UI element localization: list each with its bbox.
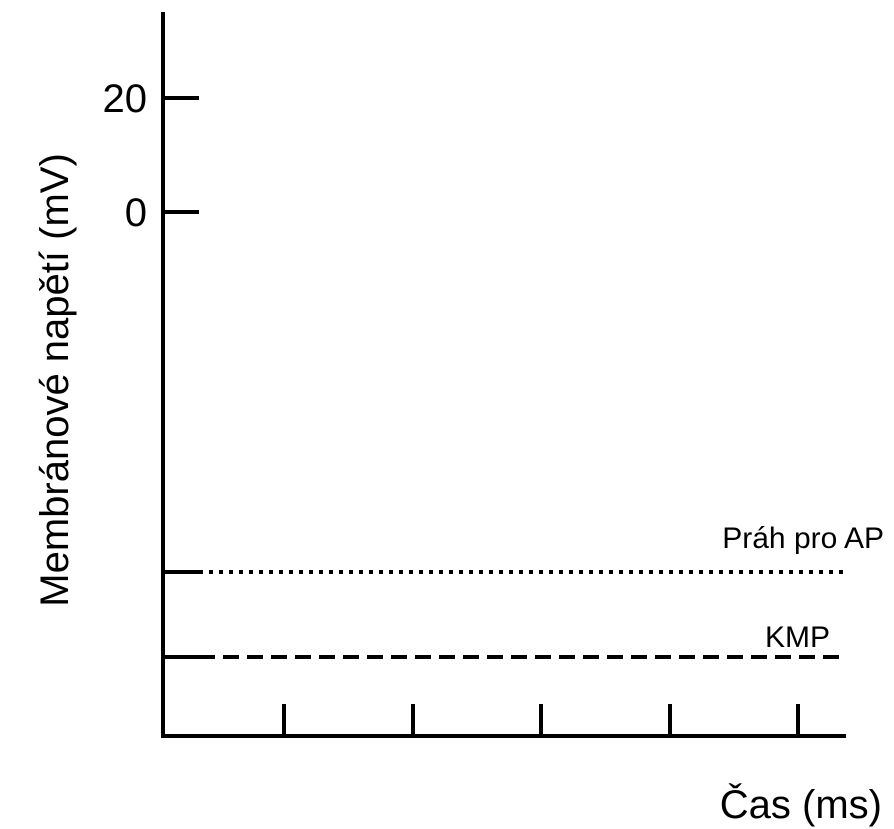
- y-tick-label-0: 0: [125, 191, 147, 235]
- ref-label-kmp: KMP: [765, 621, 830, 654]
- x-axis-title: Čas (ms): [720, 782, 882, 827]
- y-ticks: 20 0: [103, 77, 199, 235]
- y-axis-title: Membránové napětí (mV): [33, 153, 77, 607]
- reference-lines: Práh pro AP KMP: [163, 522, 884, 659]
- ref-label-pr-h-pro-ap: Práh pro AP: [722, 522, 884, 555]
- y-tick-label-20: 20: [103, 77, 148, 121]
- x-ticks: [282, 704, 800, 736]
